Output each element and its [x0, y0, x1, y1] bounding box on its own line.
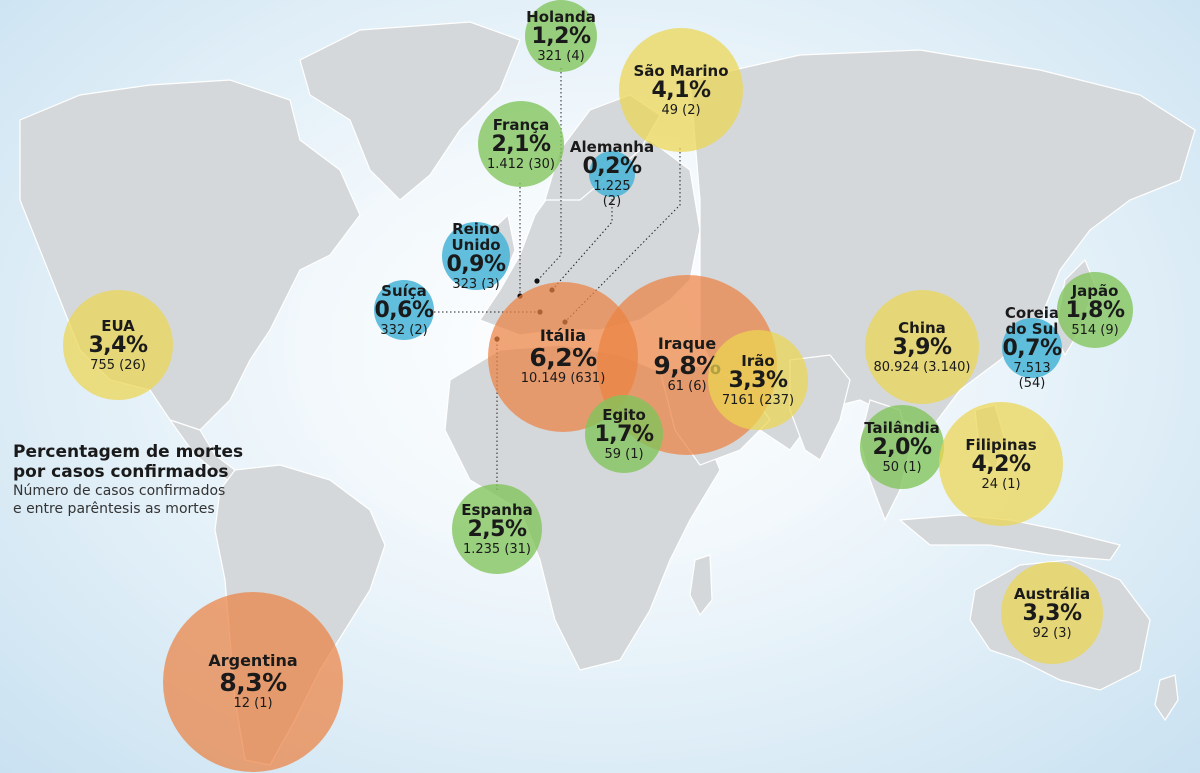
bubble-name-line2: do Sul: [1005, 320, 1059, 338]
bubble-cases: 7161 (237): [721, 392, 795, 408]
bubble-coreia-do-sul: Coreia do Sul 0,7% 7.513 (54): [1002, 305, 1062, 391]
bubble-name: Argentina: [208, 651, 298, 670]
bubble-name: Filipinas: [965, 435, 1037, 454]
bubble-name: Alemanha: [569, 138, 655, 156]
bubble-percentage: 0,6%: [374, 297, 434, 323]
legend: Percentagem de mortes por casos confirma…: [13, 442, 273, 518]
bubble-percentage: 4,1%: [651, 77, 711, 103]
bubble-percentage: 3,4%: [88, 332, 148, 358]
bubble-percentage: 2,1%: [491, 131, 551, 157]
bubble-name: China: [898, 318, 946, 337]
landmass-north-america: [19, 79, 361, 431]
bubble-cases: 12 (1): [233, 696, 273, 711]
bubble-name: EUA: [101, 316, 135, 335]
legend-title-line1: Percentagem de mortes: [13, 442, 244, 462]
bubble-egito: Egito 1,7% 59 (1): [585, 395, 663, 473]
landmass-new-zealand: [1154, 674, 1179, 722]
bubble-cases: 92 (3): [1032, 625, 1072, 641]
bubble-cases: 755 (26): [90, 357, 146, 373]
bubble-percentage: 2,5%: [467, 516, 527, 542]
bubble-name: São Marino: [633, 61, 729, 80]
bubble-name: Suíça: [381, 281, 427, 300]
bubble-argentina: Argentina 8,3% 12 (1): [163, 592, 343, 772]
bubble-percentage: 3,3%: [1022, 600, 1082, 626]
bubble-tailandia: Tailândia 2,0% 50 (1): [860, 405, 944, 489]
legend-subtitle-line2: e entre parêntesis as mortes: [13, 501, 215, 517]
bubble-franca: França 2,1% 1.412 (30): [478, 101, 564, 187]
bubble-percentage: 1,2%: [531, 23, 591, 49]
bubble-china: China 3,9% 80.924 (3.140): [865, 290, 979, 404]
bubble-japao: Japão 1,8% 514 (9): [1057, 272, 1133, 348]
leader-line-sao-marino: [564, 148, 681, 323]
bubble-filipinas: Filipinas 4,2% 24 (1): [939, 402, 1063, 526]
bubble-name: Tailândia: [864, 418, 940, 437]
bubble-name: Egito: [602, 405, 646, 424]
bubble-name: Japão: [1071, 281, 1119, 300]
bubble-name-line2: Unido: [451, 235, 501, 254]
bubble-name-line1: Reino: [452, 219, 500, 238]
bubble-name: Austrália: [1013, 584, 1091, 603]
bubble-espanha: Espanha 2,5% 1.235 (31): [452, 484, 542, 574]
landmass-greenland: [299, 21, 521, 201]
legend-title-line2: por casos confirmados: [13, 462, 229, 482]
bubble-name-line1: Coreia: [1004, 304, 1060, 322]
bubble-irao: Irão 3,3% 7161 (237): [708, 330, 808, 430]
bubble-reino-unido: Reino Unido 0,9% 323 (3): [442, 219, 510, 292]
bubble-percentage: 2,0%: [872, 434, 932, 460]
bubble-cases: 49 (2): [661, 102, 701, 118]
bubble-percentage: 3,3%: [728, 367, 788, 393]
bubble-name: Holanda: [526, 7, 596, 26]
bubble-percentage: 0,7%: [1002, 336, 1062, 361]
bubble-alemanha: Alemanha 0,2% 1.225 (2): [570, 139, 654, 209]
bubble-name: Itália: [539, 326, 587, 345]
bubble-percentage: 3,9%: [892, 334, 952, 360]
bubble-percentage: 0,9%: [446, 251, 506, 277]
bubble-holanda: Holanda 1,2% 321 (4): [525, 0, 597, 72]
bubble-cases: 1.225 (2): [593, 179, 631, 209]
bubble-cases: 50 (1): [882, 459, 922, 475]
bubble-cases: 7.513 (54): [1013, 361, 1051, 391]
landmass-madagascar: [689, 554, 713, 617]
bubble-percentage: 1,8%: [1065, 297, 1125, 323]
bubble-cases: 321 (4): [537, 48, 585, 64]
bubble-cases: 1.235 (31): [462, 541, 532, 557]
bubble-sao-marino: São Marino 4,1% 49 (2): [619, 28, 743, 152]
bubble-cases: 24 (1): [981, 476, 1021, 492]
bubble-australia: Austrália 3,3% 92 (3): [1001, 562, 1103, 664]
bubble-cases: 1.412 (30): [486, 156, 556, 172]
bubble-percentage: 4,2%: [971, 451, 1031, 477]
bubble-name: França: [492, 115, 550, 134]
marker-dot-holanda: [534, 278, 540, 284]
bubble-suica: Suíça 0,6% 332 (2): [374, 280, 434, 340]
bubble-name: Irão: [741, 351, 775, 370]
bubble-eua: EUA 3,4% 755 (26): [63, 290, 173, 400]
legend-subtitle-line1: Número de casos confirmados: [13, 483, 226, 499]
bubble-cases: 332 (2): [380, 322, 428, 338]
bubble-cases: 323 (3): [452, 276, 500, 292]
bubble-cases: 59 (1): [604, 446, 644, 462]
bubble-percentage: 6,2%: [529, 343, 597, 372]
bubble-name: Espanha: [461, 500, 533, 519]
bubble-percentage: 0,2%: [582, 154, 643, 179]
bubble-percentage: 8,3%: [219, 668, 287, 697]
bubble-cases: 514 (9): [1071, 322, 1119, 338]
bubble-name: Iraque: [657, 334, 717, 353]
leader-line-alemanha: [551, 195, 613, 291]
bubble-percentage: 1,7%: [594, 421, 654, 447]
bubble-cases: 61 (6): [667, 379, 707, 394]
bubble-cases: 10.149 (631): [520, 371, 606, 386]
bubble-cases: 80.924 (3.140): [873, 359, 971, 375]
